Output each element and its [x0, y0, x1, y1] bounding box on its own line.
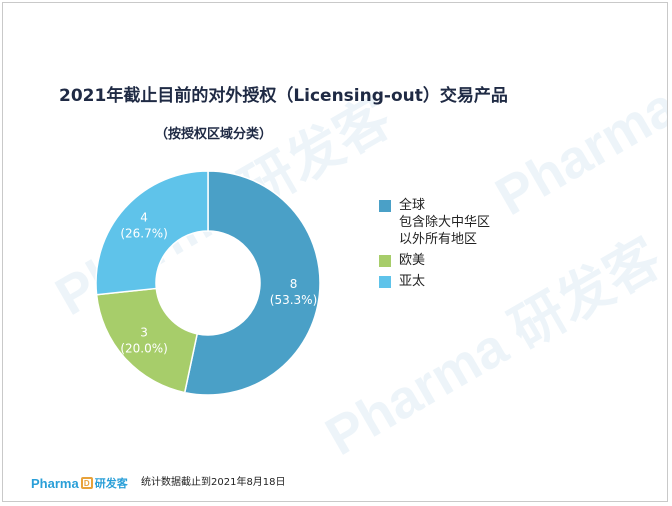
chart-title: 2021年截止目前的对外授权（Licensing-out）交易产品 [59, 86, 508, 106]
legend-item-asia: 亚太 [379, 273, 490, 290]
chart-subtitle: （按授权区域分类） [155, 127, 273, 142]
legend: 全球 包含除大中华区 以外所有地区 欧美 亚太 [379, 197, 490, 294]
slice-value-label-europe: 3 [140, 326, 148, 340]
logo-mark-icon: D [80, 477, 93, 489]
donut-slice-global [183, 170, 321, 396]
donut-slice-europe [95, 287, 199, 394]
logo-text: Pharma [31, 475, 79, 491]
chart-frame: Pharma 研发客 Pharma 研发客 Pharma 研发客 2021年截止… [2, 2, 668, 502]
slice-percent-label-europe: (20.0%) [120, 342, 167, 356]
legend-item-global: 全球 包含除大中华区 以外所有地区 [379, 197, 490, 248]
donut-slice-asia [95, 170, 209, 296]
footnote: 统计数据截止到2021年8月18日 [141, 477, 286, 488]
legend-item-europe: 欧美 [379, 252, 490, 269]
slice-value-label-global: 8 [290, 277, 298, 291]
slice-percent-label-asia: (26.7%) [120, 226, 167, 240]
legend-label-europe: 欧美 [399, 253, 426, 268]
donut-chart: 8 (53.3%) 3 (20.0%) 4 (26.7%) [95, 170, 321, 396]
legend-swatch-global [379, 200, 391, 212]
legend-label-asia: 亚太 [399, 274, 426, 289]
legend-label-global: 全球 包含除大中华区 以外所有地区 [399, 198, 491, 247]
slice-value-label-asia: 4 [140, 210, 148, 224]
logo-cn-text: 研发客 [94, 478, 128, 490]
slice-percent-label-global: (53.3%) [270, 293, 317, 307]
legend-swatch-europe [379, 255, 391, 267]
legend-swatch-asia [379, 276, 391, 288]
footer-logo: Pharma D 研发客 [31, 475, 128, 491]
